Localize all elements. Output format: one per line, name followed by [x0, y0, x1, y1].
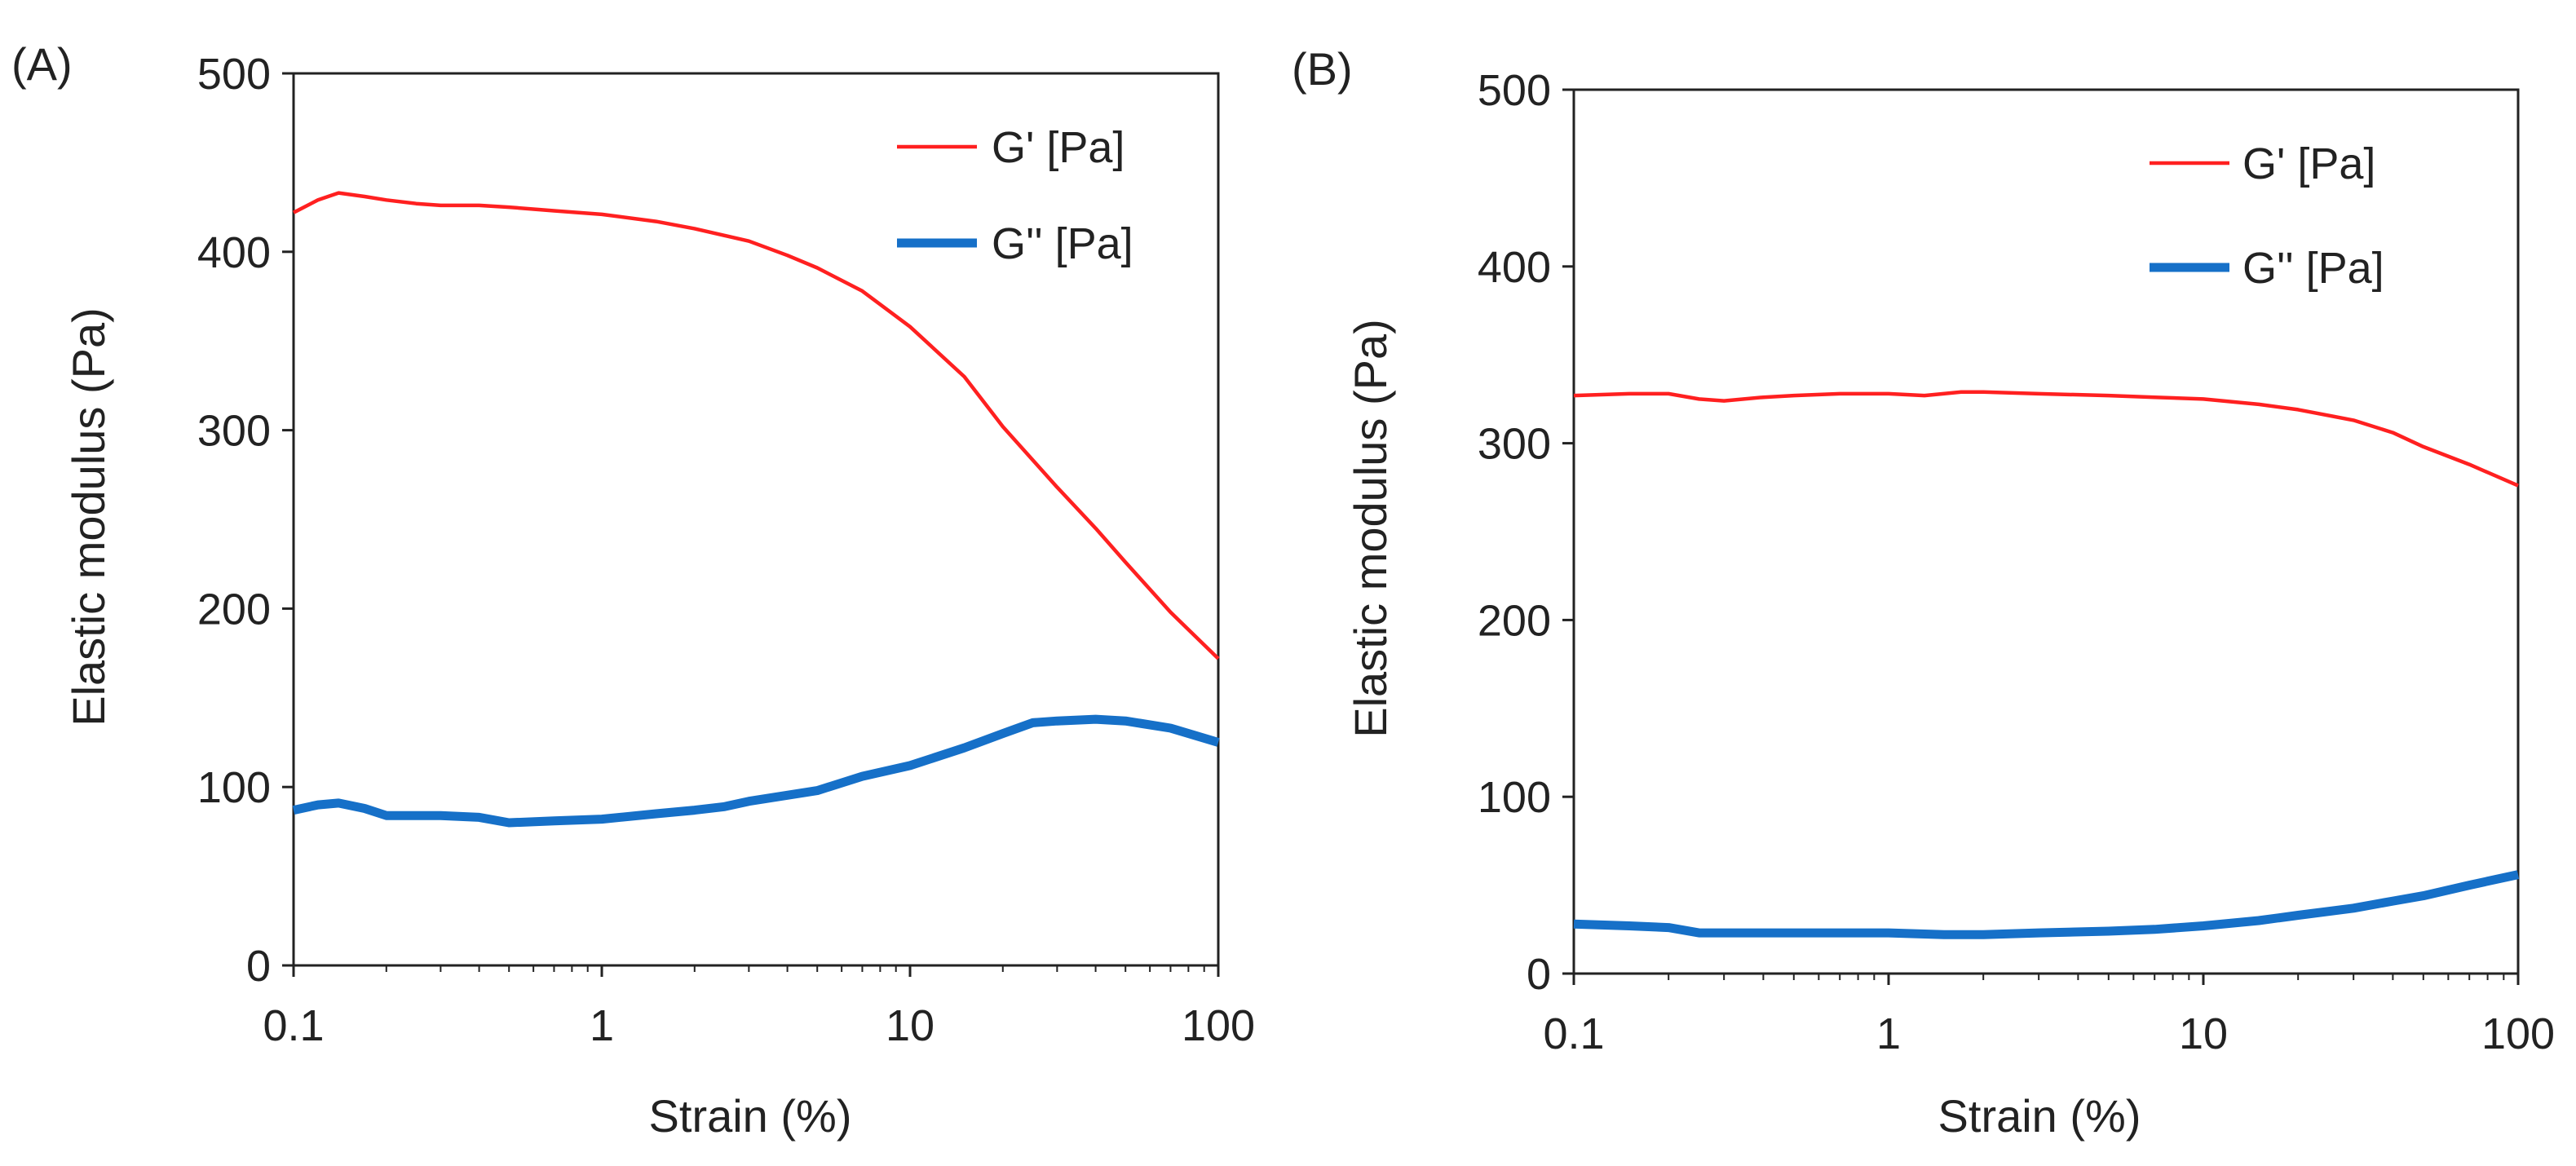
y-tick-label-b: 400 [1478, 243, 1551, 292]
y-tick-label-b: 100 [1478, 773, 1551, 822]
legend-label-a: G' [Pa] [992, 123, 1125, 172]
legend-label-b: G' [Pa] [2242, 139, 2375, 188]
x-tick-label-b: 1 [1876, 1009, 1901, 1058]
x-tick-label-a: 1 [590, 1001, 614, 1050]
y-tick-label-a: 100 [197, 763, 271, 812]
series-g-prime-line-b [1573, 390, 2519, 488]
y-tick-label-a: 200 [197, 585, 271, 634]
series-g-prime-line-a [292, 191, 1220, 660]
y-axis-title-a: Elastic modulus (Pa) [63, 307, 114, 727]
series-g-double-prime-line-b [1573, 870, 2520, 939]
x-tick-label-b: 10 [2179, 1009, 2228, 1058]
y-tick-label-b: 0 [1527, 950, 1551, 999]
panel-label-a: (A) [11, 38, 73, 90]
plot-area-a: 0.1 1 10 100 0 100 200 300 400 500 G' [Pa] G'' [Pa] [197, 50, 1255, 1050]
y-tick-label-a: 500 [197, 50, 271, 99]
x-axis-title-a: Strain (%) [649, 1090, 852, 1142]
y-tick-label-b: 500 [1478, 66, 1551, 115]
x-tick-label-b: 100 [2481, 1009, 2555, 1058]
x-tick-label-b: 0.1 [1543, 1009, 1604, 1058]
chart-a: (A) Elastic modulus (Pa) Strain (%) 0.1 1… [11, 38, 1255, 1142]
x-tick-label-a: 10 [886, 1001, 935, 1050]
y-tick-label-a: 0 [246, 942, 271, 991]
legend-label-a: G'' [Pa] [992, 219, 1133, 268]
x-tick-label-a: 100 [1182, 1001, 1255, 1050]
x-axis-title-b: Strain (%) [1938, 1090, 2141, 1142]
panel-label-b: (B) [1292, 43, 1353, 95]
plot-frame-b [1572, 88, 2520, 975]
chart-b: (B) Elastic modulus (Pa) Strain (%) 0.1 1… [1292, 43, 2555, 1142]
y-tick-label-a: 300 [197, 407, 271, 456]
y-tick-label-b: 300 [1478, 420, 1551, 469]
series-g-double-prime-line-a [292, 714, 1220, 828]
y-tick-label-a: 400 [197, 228, 271, 277]
plot-area-b: 0.1 1 10 100 0 100 200 300 400 500 G' [Pa] G'' [Pa] [1478, 66, 2555, 1058]
y-axis-title-b: Elastic modulus (Pa) [1345, 319, 1396, 738]
plot-frame-a [292, 72, 1220, 967]
y-tick-label-b: 200 [1478, 596, 1551, 645]
x-tick-label-a: 0.1 [263, 1001, 324, 1050]
legend-label-b: G'' [Pa] [2242, 244, 2384, 293]
